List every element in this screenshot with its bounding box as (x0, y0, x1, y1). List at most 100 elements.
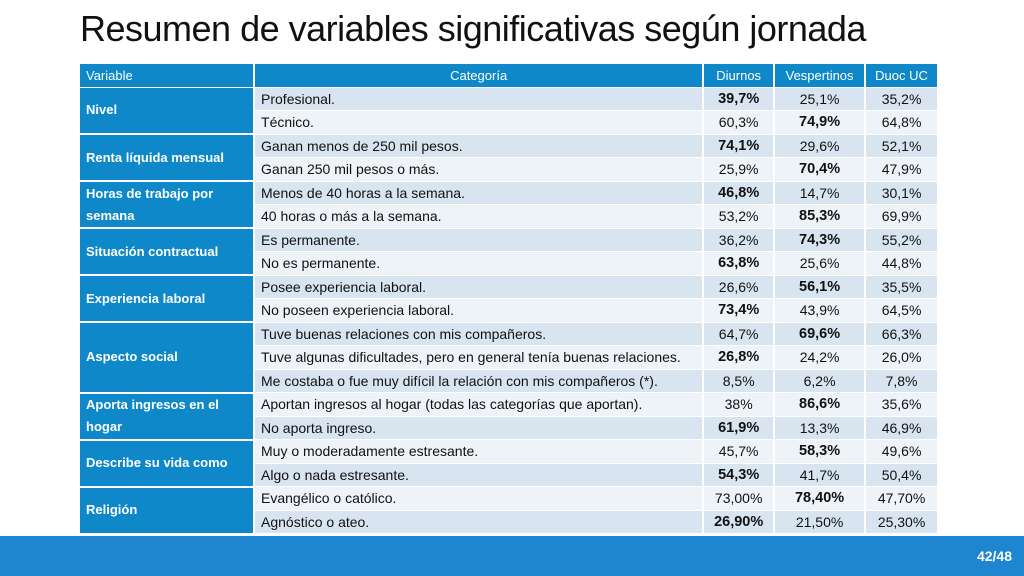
categoria-cell: Posee experiencia laboral. (254, 275, 705, 299)
categoria-cell: Tuve algunas dificultades, pero en gener… (254, 345, 705, 370)
categoria-cell: Algo o nada estresante. (254, 463, 705, 487)
table-row: Experiencia laboral Posee experiencia lab… (80, 275, 939, 323)
duoc-cell: 46,9% (865, 416, 939, 440)
variable-cell: Situación contractual (80, 228, 256, 276)
table-row: Religión Evangélico o católico. 73,00% 78,4… (80, 486, 939, 535)
vespertinos-cell: 69,6% (774, 322, 867, 346)
summary-table: Variable Categoría Diurnos Vespertinos D… (80, 64, 939, 535)
categoria-cell: Ganan 250 mil pesos o más. (254, 157, 705, 182)
categoria-cell: Tuve buenas relaciones con mis compañero… (254, 322, 705, 346)
diurnos-cell: 26,8% (703, 345, 776, 370)
variable-cell: Describe su vida como (80, 439, 256, 488)
variable-cell: Nivel (80, 87, 256, 135)
categoria-cell: Menos de 40 horas a la semana. (254, 181, 705, 205)
categoria-cell: Técnico. (254, 110, 705, 135)
variable-cell: Aporta ingresos en el hogar (80, 392, 256, 441)
duoc-cell: 35,5% (865, 275, 939, 299)
table-body: Nivel Profesional. 39,7% 25,1% 35,2% Técnico.… (80, 87, 939, 535)
diurnos-cell: 53,2% (703, 204, 776, 229)
table-row: Situación contractual Es permanente. 36,2%… (80, 228, 939, 276)
vespertinos-cell: 70,4% (774, 157, 867, 182)
table-row: Tuve algunas dificultades, pero en gener… (80, 345, 939, 370)
diurnos-cell: 36,2% (703, 228, 776, 252)
diurnos-cell: 46,8% (703, 181, 776, 205)
variable-cell: Renta líquida mensual (80, 134, 256, 182)
duoc-cell: 25,30% (865, 510, 939, 534)
table-row: Agnóstico o ateo. 26,90% 21,50% 25,30% (80, 510, 939, 534)
vespertinos-cell: 43,9% (774, 298, 867, 323)
table-row: Algo o nada estresante. 54,3% 41,7% 50,4% (80, 463, 939, 487)
vespertinos-cell: 24,2% (774, 345, 867, 370)
categoria-cell: Aportan ingresos al hogar (todas las cat… (254, 392, 705, 417)
duoc-cell: 7,8% (865, 369, 939, 393)
duoc-cell: 35,6% (865, 392, 939, 417)
variable-cell: Experiencia laboral (80, 275, 256, 323)
table-header-row: Variable Categoría Diurnos Vespertinos D… (80, 64, 939, 88)
slide-title: Resumen de variables significativas segú… (80, 8, 866, 49)
duoc-cell: 30,1% (865, 181, 939, 205)
variable-cell: Religión (80, 486, 256, 535)
diurnos-cell: 74,1% (703, 134, 776, 158)
categoria-cell: Profesional. (254, 87, 705, 111)
vespertinos-cell: 6,2% (774, 369, 867, 393)
variable-cell: Horas de trabajo por semana (80, 181, 256, 229)
vespertinos-cell: 25,6% (774, 251, 867, 276)
diurnos-cell: 54,3% (703, 463, 776, 487)
header-variable: Variable (80, 64, 256, 88)
categoria-cell: No aporta ingreso. (254, 416, 705, 440)
duoc-cell: 35,2% (865, 87, 939, 111)
duoc-cell: 52,1% (865, 134, 939, 158)
table-row: Nivel Profesional. 39,7% 25,1% 35,2% (80, 87, 939, 135)
table-row: Ganan 250 mil pesos o más. 25,9% 70,4% 47,9… (80, 157, 939, 182)
duoc-cell: 49,6% (865, 439, 939, 464)
table-row: Técnico. 60,3% 74,9% 64,8% (80, 110, 939, 135)
categoria-cell: 40 horas o más a la semana. (254, 204, 705, 229)
page-number: 42/48 (976, 548, 1012, 564)
diurnos-cell: 60,3% (703, 110, 776, 135)
vespertinos-cell: 74,3% (774, 228, 867, 252)
diurnos-cell: 61,9% (703, 416, 776, 440)
table-row: Me costaba o fue muy difícil la relación… (80, 369, 939, 393)
table-row: No es permanente. 63,8% 25,6% 44,8% (80, 251, 939, 276)
duoc-cell: 44,8% (865, 251, 939, 276)
vespertinos-cell: 56,1% (774, 275, 867, 299)
table-row: Aporta ingresos en el hogar Aportan ingre… (80, 392, 939, 441)
duoc-cell: 69,9% (865, 204, 939, 229)
diurnos-cell: 45,7% (703, 439, 776, 464)
diurnos-cell: 26,90% (703, 510, 776, 534)
duoc-cell: 47,70% (865, 486, 939, 511)
categoria-cell: Agnóstico o ateo. (254, 510, 705, 534)
header-duoc: Duoc UC (865, 64, 939, 88)
header-diurnos: Diurnos (703, 64, 776, 88)
diurnos-cell: 73,4% (703, 298, 776, 323)
categoria-cell: Ganan menos de 250 mil pesos. (254, 134, 705, 158)
diurnos-cell: 38% (703, 392, 776, 417)
vespertinos-cell: 85,3% (774, 204, 867, 229)
diurnos-cell: 26,6% (703, 275, 776, 299)
categoria-cell: Es permanente. (254, 228, 705, 252)
vespertinos-cell: 21,50% (774, 510, 867, 534)
header-vespertinos: Vespertinos (774, 64, 867, 88)
vespertinos-cell: 41,7% (774, 463, 867, 487)
table-row: No aporta ingreso. 61,9% 13,3% 46,9% (80, 416, 939, 440)
duoc-cell: 26,0% (865, 345, 939, 370)
categoria-cell: Evangélico o católico. (254, 486, 705, 511)
categoria-cell: Me costaba o fue muy difícil la relación… (254, 369, 705, 393)
vespertinos-cell: 29,6% (774, 134, 867, 158)
duoc-cell: 64,8% (865, 110, 939, 135)
duoc-cell: 47,9% (865, 157, 939, 182)
table-row: Horas de trabajo por semana Menos de 40 h… (80, 181, 939, 229)
duoc-cell: 50,4% (865, 463, 939, 487)
diurnos-cell: 8,5% (703, 369, 776, 393)
header-categoria: Categoría (254, 64, 705, 88)
duoc-cell: 55,2% (865, 228, 939, 252)
diurnos-cell: 64,7% (703, 322, 776, 346)
diurnos-cell: 25,9% (703, 157, 776, 182)
vespertinos-cell: 13,3% (774, 416, 867, 440)
vespertinos-cell: 74,9% (774, 110, 867, 135)
variable-cell: Aspecto social (80, 322, 256, 394)
diurnos-cell: 63,8% (703, 251, 776, 276)
diurnos-cell: 39,7% (703, 87, 776, 111)
table-row: Describe su vida como Muy o moderadamente… (80, 439, 939, 488)
categoria-cell: No poseen experiencia laboral. (254, 298, 705, 323)
